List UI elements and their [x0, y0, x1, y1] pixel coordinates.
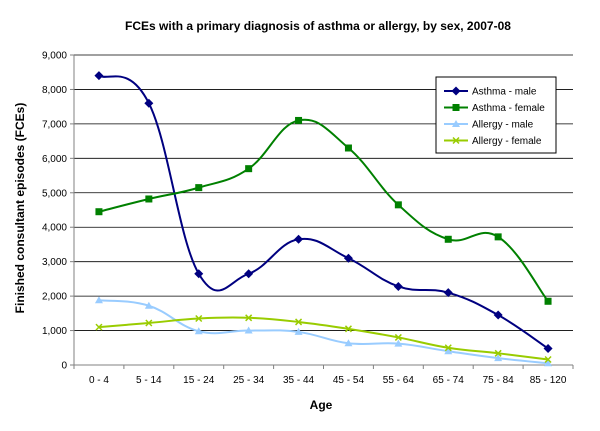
axes: 0 1,000 2,000 3,000 4,000 5,000 6,000 7,000 8,00… — [42, 51, 574, 386]
data-point — [344, 144, 352, 152]
data-point — [294, 234, 304, 244]
data-point — [95, 323, 103, 331]
legend-label: Allergy - male — [472, 120, 534, 131]
data-point — [94, 296, 103, 304]
series-3 — [95, 314, 552, 364]
x-tick-label: 65 - 74 — [433, 375, 465, 386]
data-point — [343, 253, 353, 263]
data-point — [344, 339, 353, 347]
y-tick-label: 0 — [61, 361, 67, 372]
marker-stroke — [494, 349, 502, 357]
data-point — [144, 301, 153, 309]
data-point — [95, 208, 103, 216]
data-point — [444, 235, 452, 243]
y-tick-label: 3,000 — [42, 257, 67, 268]
data-point — [145, 319, 153, 327]
marker-stroke — [444, 344, 452, 352]
data-point — [194, 327, 203, 335]
legend-marker — [452, 120, 460, 127]
series-line — [98, 299, 549, 365]
marker-stroke — [344, 325, 352, 333]
legend-label: Asthma - female — [472, 103, 545, 114]
data-point — [493, 310, 503, 320]
data-point — [244, 326, 253, 334]
marker-stroke — [544, 355, 552, 364]
x-axis-title: Age — [310, 398, 333, 412]
legend-item: Asthma - male — [444, 86, 537, 98]
data-point — [244, 269, 254, 279]
data-point — [145, 195, 153, 203]
series-line — [98, 118, 549, 302]
data-point — [344, 325, 352, 333]
legend-item: Allergy - male — [444, 120, 534, 131]
data-point — [195, 184, 203, 192]
data-point — [444, 344, 452, 352]
data-point — [295, 116, 303, 124]
data-point — [544, 359, 553, 367]
data-point — [394, 333, 402, 341]
data-point — [394, 339, 403, 347]
series-layer — [94, 71, 553, 367]
legend-marker — [452, 104, 460, 111]
x-tick-label: 35 - 44 — [283, 375, 315, 386]
legend-item: Allergy - female — [444, 136, 542, 147]
x-tick-label: 5 - 14 — [136, 375, 162, 386]
y-tick-label: 7,000 — [42, 119, 67, 130]
data-point — [444, 347, 453, 355]
y-tick-label: 1,000 — [42, 326, 67, 337]
x-tick-label: 75 - 84 — [483, 375, 515, 386]
legend-label: Asthma - male — [472, 87, 537, 98]
data-point — [245, 165, 253, 173]
series-2 — [94, 296, 553, 367]
marker-stroke — [295, 318, 303, 326]
data-point — [544, 355, 552, 364]
legend: Asthma - male Asthma - female Allergy - ma… — [435, 76, 557, 154]
data-point — [195, 314, 203, 323]
data-point — [494, 354, 503, 362]
data-point — [494, 349, 502, 357]
legend-marker — [451, 86, 461, 96]
data-point — [394, 201, 402, 209]
y-tick-label: 9,000 — [42, 51, 67, 62]
marker-stroke — [145, 319, 153, 327]
data-point — [494, 233, 502, 241]
data-point — [544, 297, 552, 305]
legend-item: Asthma - female — [444, 103, 545, 114]
data-point — [393, 281, 403, 291]
series-1 — [95, 116, 552, 305]
x-tick-label: 55 - 64 — [383, 375, 415, 386]
legend-marker — [452, 136, 460, 145]
marker-stroke — [245, 314, 253, 322]
y-tick-label: 6,000 — [42, 154, 67, 165]
x-tick-label: 15 - 24 — [183, 375, 215, 386]
data-point — [294, 327, 303, 335]
series-line — [98, 316, 549, 361]
x-tick-label: 25 - 34 — [233, 375, 265, 386]
x-tick-label: 0 - 4 — [89, 375, 109, 386]
data-point — [144, 98, 154, 108]
data-point — [245, 314, 253, 322]
legend-label: Allergy - female — [472, 136, 542, 147]
x-tick-label: 85 - 120 — [530, 375, 567, 386]
y-tick-label: 4,000 — [42, 223, 67, 234]
y-axis-title: Finished consultant episodes (FCEs) — [13, 103, 27, 314]
x-tick-label: 45 - 54 — [333, 375, 365, 386]
marker-stroke — [452, 136, 460, 145]
data-point — [543, 343, 553, 353]
data-point — [94, 71, 104, 81]
data-point — [443, 288, 453, 298]
y-tick-label: 2,000 — [42, 292, 67, 303]
data-point — [295, 318, 303, 326]
data-point — [194, 269, 204, 279]
marker-stroke — [394, 333, 402, 341]
marker-stroke — [95, 323, 103, 331]
y-tick-label: 5,000 — [42, 188, 67, 199]
y-tick-label: 8,000 — [42, 85, 67, 96]
chart-title: FCEs with a primary diagnosis of asthma … — [125, 19, 511, 33]
marker-stroke — [195, 314, 203, 323]
series-0 — [94, 71, 553, 353]
